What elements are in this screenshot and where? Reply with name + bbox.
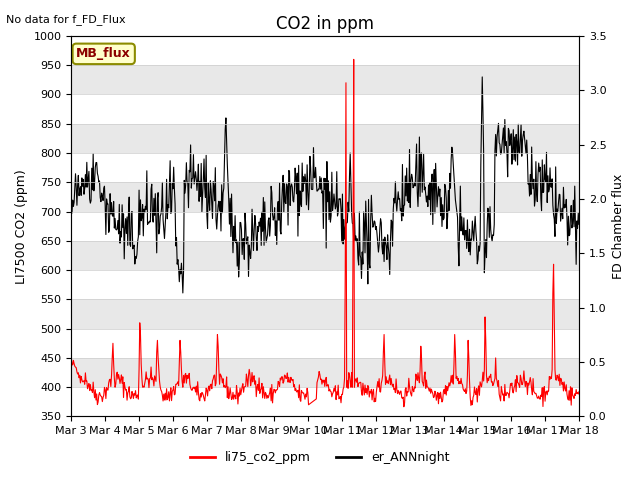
Bar [71,329,579,358]
Legend: li75_co2_ppm, er_ANNnight: li75_co2_ppm, er_ANNnight [186,446,454,469]
Bar [71,36,579,65]
Bar [71,95,579,124]
Y-axis label: LI7500 CO2 (ppm): LI7500 CO2 (ppm) [15,169,28,284]
Y-axis label: FD Chamber flux: FD Chamber flux [612,174,625,279]
Bar [71,153,579,182]
Bar [71,212,579,241]
Bar [71,270,579,300]
Text: MB_flux: MB_flux [76,48,131,60]
Title: CO2 in ppm: CO2 in ppm [276,15,374,33]
Text: No data for f_FD_Flux: No data for f_FD_Flux [6,14,126,25]
Bar [71,387,579,417]
